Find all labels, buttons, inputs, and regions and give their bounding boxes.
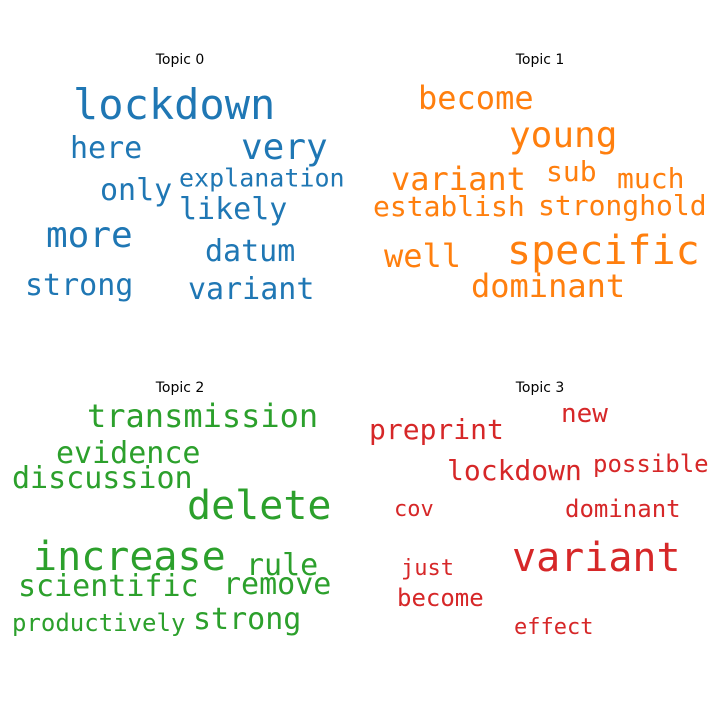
panel-title: Topic 2 — [155, 380, 205, 396]
word-variant: variant — [512, 535, 681, 581]
word-productively: productively — [12, 609, 186, 637]
word-sub: sub — [546, 155, 597, 188]
word-very: very — [241, 127, 328, 168]
word-stronghold: stronghold — [538, 189, 707, 222]
word-transmission: transmission — [87, 397, 319, 435]
word-evidence: evidence — [56, 436, 201, 471]
word-cloud: increase delete transmission evidence discus… — [0, 328, 360, 688]
word-strong: strong — [25, 268, 134, 303]
topic-0-panel: Topic 0 lockdown very more here only likely da… — [0, 0, 360, 360]
word-cov: cov — [394, 497, 434, 522]
word-cloud: variant lockdown preprint new dominant possib… — [360, 328, 720, 688]
word-lockdown: lockdown — [447, 454, 582, 487]
word-new: new — [561, 399, 608, 429]
topic-3-panel: Topic 3 variant lockdown preprint new domina… — [360, 328, 720, 688]
word-delete: delete — [187, 483, 332, 529]
word-just: just — [401, 556, 454, 581]
word-become: become — [397, 584, 484, 612]
word-rule: rule — [246, 548, 319, 583]
word-preprint: preprint — [369, 413, 504, 446]
word-explanation: explanation — [179, 163, 345, 193]
panel-title: Topic 3 — [515, 380, 565, 396]
word-only: only — [100, 173, 173, 208]
word-dominant: dominant — [565, 495, 681, 523]
word-young: young — [509, 115, 618, 156]
word-datum: datum — [205, 234, 296, 269]
word-effect: effect — [514, 615, 594, 640]
word-likely: likely — [179, 192, 288, 227]
word-remove: remove — [223, 567, 332, 602]
word-cloud: specific young become variant well dominant es… — [360, 0, 720, 360]
word-much: much — [617, 162, 685, 195]
topic-1-panel: Topic 1 specific young become variant well do… — [360, 0, 720, 360]
word-lockdown: lockdown — [73, 80, 276, 129]
word-well: well — [384, 237, 462, 275]
word-specific: specific — [507, 228, 700, 274]
word-strong: strong — [193, 602, 302, 637]
word-establish: establish — [373, 190, 525, 223]
word-increase: increase — [33, 534, 226, 580]
word-variant: variant — [188, 272, 315, 307]
word-scientific: scientific — [18, 569, 199, 604]
word-become: become — [418, 79, 534, 117]
word-possible: possible — [593, 450, 709, 478]
topic-2-panel: Topic 2 increase delete transmission eviden… — [0, 328, 360, 688]
word-more: more — [46, 215, 133, 256]
word-dominant: dominant — [471, 267, 626, 305]
word-discussion: discussion — [12, 461, 193, 496]
panel-title: Topic 1 — [515, 52, 565, 68]
word-variant: variant — [391, 160, 526, 198]
panel-title: Topic 0 — [155, 52, 205, 68]
word-cloud: lockdown very more here only likely datum stron… — [0, 0, 360, 360]
word-here: here — [70, 131, 143, 166]
